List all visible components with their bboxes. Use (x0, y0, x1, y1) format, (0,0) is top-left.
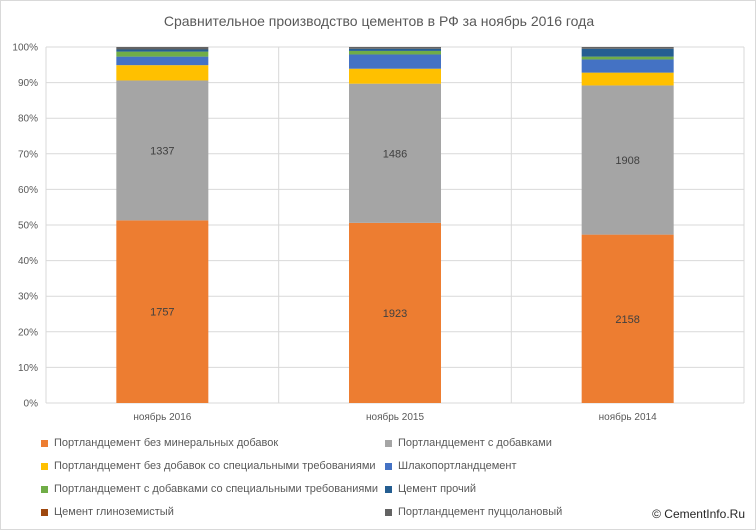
legend-label: Портландцемент пуццолановый (398, 506, 563, 518)
legend-label: Цемент глиноземистый (54, 506, 174, 518)
y-tick-label: 100% (12, 43, 38, 54)
copyright-text: © CementInfo.Ru (652, 507, 745, 521)
bar-segment (581, 59, 674, 73)
y-tick-label: 0% (24, 399, 39, 410)
legend-item: Цемент глиноземистый (41, 506, 174, 518)
x-tick-label: ноябрь 2015 (366, 411, 424, 423)
y-tick-label: 30% (18, 292, 38, 303)
legend-label: Шлакопортландцемент (398, 460, 517, 472)
legend-swatch (385, 508, 392, 516)
legend-label: Портландцемент без добавок со специальны… (54, 460, 376, 472)
legend-swatch (41, 485, 48, 493)
bar-segment (581, 56, 674, 60)
bar-segment (116, 49, 209, 52)
legend-label: Портландцемент с добавками со специальны… (54, 483, 379, 495)
legend-item: Портландцемент без минеральных добавок (41, 437, 278, 449)
bar-segment (349, 48, 441, 51)
data-label: 1923 (383, 308, 407, 320)
y-tick-label: 10% (18, 363, 38, 374)
data-label: 1908 (615, 155, 639, 167)
legend-item: Портландцемент пуццолановый (385, 506, 562, 518)
chart-title: Сравнительное производство цементов в РФ… (163, 13, 595, 29)
data-label: 1757 (150, 307, 174, 319)
bar-segment (581, 72, 674, 86)
legend-swatch (41, 462, 48, 470)
bar-segment (116, 56, 209, 66)
legend-item: Портландцемент без добавок со специальны… (41, 460, 376, 472)
legend-swatch (41, 439, 48, 447)
bar-segment (581, 47, 674, 49)
legend-item: Портландцемент с добавками (385, 437, 552, 449)
bar-segment (349, 47, 441, 49)
y-tick-label: 80% (18, 114, 38, 125)
bar-segment (581, 85, 674, 235)
legend-label: Цемент прочий (398, 483, 477, 495)
bar-segment (581, 48, 674, 57)
y-tick-label: 90% (18, 78, 38, 89)
x-axis-ticks: ноябрь 2016 ноябрь 2015 ноябрь 2014 (133, 411, 657, 423)
x-tick-label: ноябрь 2016 (133, 411, 191, 423)
x-tick-label: ноябрь 2014 (599, 411, 657, 423)
y-tick-label: 60% (18, 185, 38, 196)
bar-segment (349, 222, 441, 403)
data-label: 1337 (150, 145, 174, 157)
y-tick-label: 50% (18, 221, 38, 232)
data-label: 1486 (383, 148, 407, 160)
bar-segment (116, 220, 209, 403)
legend-swatch (385, 462, 392, 470)
legend-item: Шлакопортландцемент (385, 460, 517, 472)
bar-segment (349, 83, 441, 223)
bar-segment (116, 47, 209, 50)
bar-segment (349, 54, 441, 69)
y-tick-label: 40% (18, 256, 38, 267)
bar-segment (116, 80, 209, 221)
bar-segment (349, 50, 441, 55)
bars: 1757 1337 1923 1486 2158 1908 (116, 47, 674, 403)
bar-segment (581, 234, 674, 403)
y-tick-label: 20% (18, 327, 38, 338)
bar-segment (116, 65, 209, 81)
legend-label: Портландцемент с добавками (398, 437, 552, 449)
bar-segment (349, 68, 441, 84)
y-axis-ticks: 0% 10% 20% 30% 40% 50% 60% 70% 80% 90% 100% (12, 43, 38, 410)
data-label: 2158 (615, 314, 639, 326)
legend-item: Портландцемент с добавками со специальны… (41, 483, 378, 495)
legend-label: Портландцемент без минеральных добавок (54, 437, 279, 449)
bar-segment (116, 51, 209, 57)
legend-swatch (385, 485, 392, 493)
legend-swatch (385, 439, 392, 447)
legend-item: Цемент прочий (385, 483, 476, 495)
y-tick-label: 70% (18, 149, 38, 160)
legend-swatch (41, 508, 48, 516)
